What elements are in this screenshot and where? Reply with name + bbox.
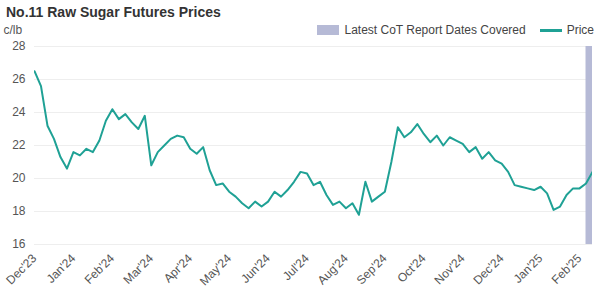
svg-text:c/lb: c/lb: [4, 23, 23, 37]
svg-text:Nov'24: Nov'24: [432, 251, 468, 287]
svg-text:Dec'24: Dec'24: [470, 251, 506, 287]
svg-text:16: 16: [12, 237, 26, 251]
svg-text:Sep'24: Sep'24: [354, 251, 390, 287]
svg-text:May'24: May'24: [197, 251, 234, 288]
svg-text:Feb'25: Feb'25: [549, 251, 585, 287]
svg-text:Jun'24: Jun'24: [238, 251, 273, 286]
svg-text:Feb'24: Feb'24: [82, 251, 118, 287]
svg-text:Jan'25: Jan'25: [511, 251, 546, 286]
svg-text:Dec'23: Dec'23: [3, 251, 39, 287]
svg-text:24: 24: [12, 105, 26, 119]
svg-text:Jul'24: Jul'24: [280, 251, 312, 283]
html-text:Price: Price: [566, 23, 594, 37]
svg-text:18: 18: [12, 204, 26, 218]
svg-text:22: 22: [12, 138, 26, 152]
svg-text:26: 26: [12, 72, 26, 86]
svg-text:Mar'24: Mar'24: [121, 251, 157, 287]
svg-text:Jan'24: Jan'24: [44, 251, 79, 286]
html-text:Latest CoT Report Dates Covere: Latest CoT Report Dates Covered: [344, 23, 526, 37]
svg-text:Apr'24: Apr'24: [161, 251, 195, 285]
svg-text:Aug'24: Aug'24: [315, 251, 351, 287]
svg-text:28: 28: [12, 39, 26, 53]
svg-text:Oct'24: Oct'24: [394, 251, 428, 285]
html-text:No.11 Raw Sugar Futures Prices: No.11 Raw Sugar Futures Prices: [6, 4, 221, 20]
svg-text:20: 20: [12, 171, 26, 185]
